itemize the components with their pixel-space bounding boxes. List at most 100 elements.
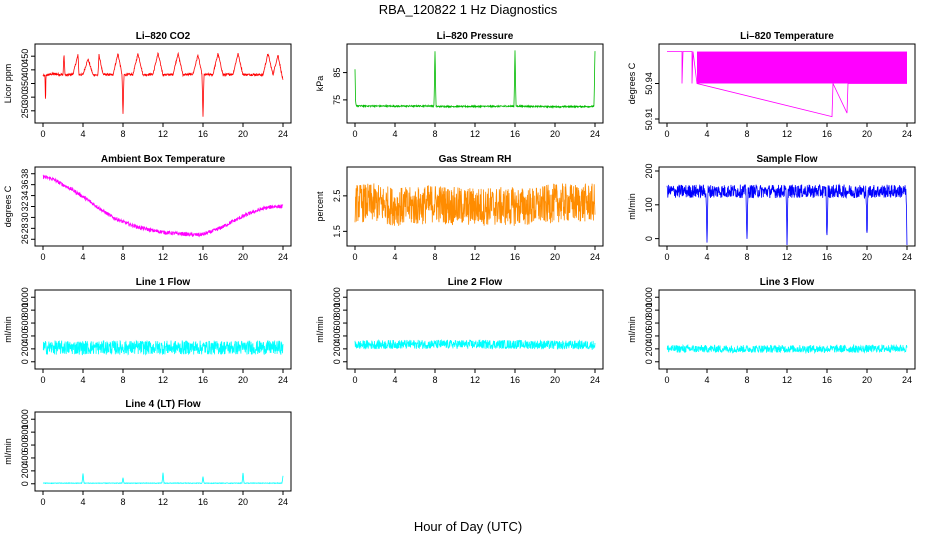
panel-title: Line 1 Flow [136,277,191,288]
y-tick-label: 300 [20,90,30,105]
x-tick-label: 0 [664,375,669,385]
x-tick-label: 0 [664,252,669,262]
x-tick-label: 8 [744,129,749,139]
y-axis-label: ml/min [3,316,13,343]
y-tick-label: 600 [644,316,654,331]
plot-frame [34,43,292,124]
panel-title: Gas Stream RH [439,154,512,165]
panel-title: Li–820 Pressure [437,31,514,42]
y-tick-label: 200 [644,163,654,178]
x-tick-label: 16 [510,129,520,139]
plot-frame [658,289,916,370]
x-tick-label: 4 [80,129,85,139]
y-tick-label: 400 [20,62,30,77]
panel-rh: Gas Stream RH 0 4 8 12 16 20 24 1.5 2.5 percent [315,154,604,262]
x-tick-label: 0 [664,129,669,139]
series-line [42,174,284,238]
x-tick-label: 24 [278,252,288,262]
panel-title: Line 4 (LT) Flow [125,399,201,410]
y-tick-label: 350 [20,76,30,91]
series-group [666,343,908,355]
x-tick-label: 24 [590,375,600,385]
series-line [354,338,596,350]
panel-sample-flow: Sample Flow 0 4 8 12 16 20 24 0 100 200 ml/min [627,154,916,262]
y-tick-label: 38 [20,169,30,179]
x-tick-label: 24 [278,129,288,139]
y-tick-label: 50.91 [644,108,654,131]
series-line [667,51,907,118]
panel-pressure: Li–820 Pressure 0 4 8 12 16 20 24 75 85 kPa [315,31,604,139]
y-tick-label: 1.5 [332,225,342,238]
y-tick-label: 28 [20,223,30,233]
y-tick-label: 400 [644,328,654,343]
y-axis-label: ml/min [3,438,13,465]
x-tick-label: 4 [392,252,397,262]
series-line [42,51,284,117]
x-tick-label: 4 [80,375,85,385]
x-tick-label: 12 [158,252,168,262]
x-tick-label: 0 [352,129,357,139]
series-line [42,472,284,485]
x-tick-label: 16 [198,252,208,262]
y-tick-label: 600 [332,316,342,331]
y-tick-label: 26 [20,234,30,244]
x-tick-label: 16 [822,375,832,385]
y-axis-label: ml/min [315,316,325,343]
x-tick-label: 16 [198,129,208,139]
y-axis-label: degrees C [627,62,637,104]
panel-line4: Line 4 (LT) Flow 0 4 8 12 16 20 24 0 200400600800… [3,399,292,507]
y-axis-label: ml/min [627,193,637,220]
x-tick-label: 8 [120,375,125,385]
series-group [42,174,284,238]
y-tick-label: 600 [20,438,30,453]
y-tick-label: 36 [20,180,30,190]
series-group [354,50,596,109]
y-tick-label: 250 [20,103,30,118]
x-tick-label: 8 [744,252,749,262]
x-tick-label: 16 [822,129,832,139]
x-tick-label: 0 [352,375,357,385]
series-group [667,51,907,118]
x-tick-label: 0 [40,129,45,139]
y-tick-label: 200 [644,341,654,356]
panel-title: Li–820 Temperature [740,31,834,42]
x-tick-label: 20 [238,252,248,262]
y-tick-label: 800 [644,303,654,318]
y-tick-label: 400 [20,450,30,465]
y-axis-label: degrees C [3,185,13,227]
y-tick-label: 0 [644,359,654,364]
series-group [42,51,284,117]
y-tick-label: 800 [332,303,342,318]
x-tick-label: 16 [198,375,208,385]
x-tick-label: 0 [40,375,45,385]
y-tick-label: 800 [20,303,30,318]
y-axis-label: percent [315,191,325,222]
y-tick-label: 1000 [20,409,30,429]
x-tick-label: 16 [510,375,520,385]
panel-title: Ambient Box Temperature [101,154,226,165]
y-tick-label: 450 [20,49,30,64]
series-group [42,472,284,485]
y-tick-label: 30 [20,212,30,222]
plot-frame [34,289,292,370]
y-tick-label: 600 [20,316,30,331]
figure-title: RBA_120822 1 Hz Diagnostics [379,2,558,17]
x-tick-label: 12 [470,129,480,139]
x-tick-label: 16 [822,252,832,262]
x-tick-label: 20 [862,129,872,139]
y-tick-label: 50.94 [644,72,654,95]
series-line [42,339,284,356]
x-tick-label: 24 [902,252,912,262]
series-line [354,183,596,226]
x-tick-label: 4 [392,375,397,385]
y-tick-label: 400 [332,328,342,343]
x-tick-label: 4 [704,252,709,262]
x-tick-label: 4 [704,375,709,385]
y-tick-label: 0 [20,359,30,364]
x-tick-label: 20 [238,375,248,385]
y-tick-label: 0 [20,481,30,486]
x-tick-label: 8 [120,252,125,262]
